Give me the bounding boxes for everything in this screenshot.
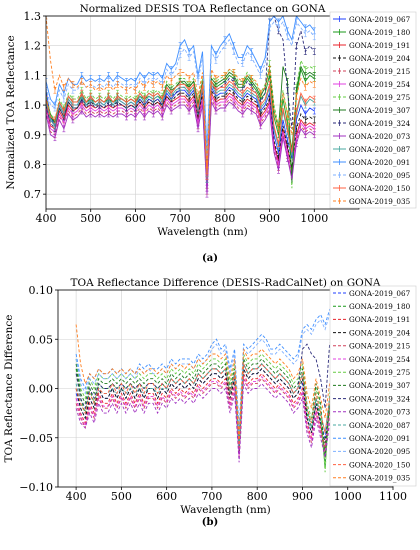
legend-entry: GONA-2019_307 [349,106,411,115]
x-tick-label: 500 [80,212,101,225]
series-group [75,299,349,473]
series-group [46,16,316,198]
legend-entry: GONA-2019_035 [349,197,411,206]
x-tick-label: 1100 [379,490,407,503]
x-tick-label: 700 [201,490,222,503]
legend-entry: GONA-2020_073 [349,408,411,417]
x-axis-label: Wavelength (nm) [157,226,248,238]
y-tick-label: −0.10 [19,481,53,494]
series-line-GONA-2020_091 [75,303,349,428]
chart-title: Normalized DESIS TOA Reflectance on GONA [80,3,326,15]
caption-b: (b) [201,517,219,528]
y-tick-label: 0.10 [29,284,54,297]
series-line-GONA-2019_324 [75,333,349,448]
series-line-GONA-2019_035 [75,324,349,438]
x-tick-label: 1000 [300,212,328,225]
caption-a: (a) [202,253,218,264]
x-tick-label: 800 [214,212,235,225]
series-line-GONA-2020_073 [75,382,349,463]
y-tick-label: 1.2 [24,40,42,53]
legend-entry: GONA-2019_275 [349,368,411,377]
series-line-GONA-2019_275 [75,353,349,473]
legend-entry: GONA-2020_091 [349,158,410,167]
y-tick-label: −0.05 [19,432,53,445]
y-tick-label: 0.9 [24,129,42,142]
legend-entry: GONA-2019_204 [349,328,411,337]
legend-entry: GONA-2019_067 [349,289,411,298]
x-tick-label: 600 [156,490,177,503]
series-line-GONA-2020_095 [75,299,349,433]
legend-entry: GONA-2019_180 [349,28,411,37]
x-tick-label: 600 [125,212,146,225]
chart-title: TOA Reflectance Difference (DESIS-RadCal… [71,277,381,289]
series-line-GONA-2019_254 [75,376,349,456]
y-axis-label: Normalized TOA Reflectance [5,35,17,189]
legend-entry: GONA-2020_150 [349,460,411,469]
legend: GONA-2019_067 GONA-2019_180 GONA-2019_191 G… [329,11,417,209]
legend-entry: GONA-2020_087 [349,145,411,154]
figure-b: 400 500 600 700 800 900 1000 1100 −0.10 −0.05 0.00… [0,275,420,550]
x-tick-label: 500 [111,490,132,503]
legend-entry: GONA-2019_254 [349,80,411,89]
legend-entry: GONA-2019_067 [349,15,411,24]
legend-entry: GONA-2019_035 [349,474,411,483]
y-tick-label: 0.00 [29,383,54,396]
legend-entry: GONA-2019_324 [349,394,411,403]
legend-entry: GONA-2020_095 [349,447,411,456]
legend-entry: GONA-2019_324 [349,119,411,128]
legend-entry: GONA-2020_095 [349,171,411,180]
series-line-GONA-2019_307 [75,358,349,458]
y-tick-label: 1.1 [24,69,42,82]
legend-entry: GONA-2019_215 [349,342,411,351]
legend-entry: GONA-2019_307 [349,381,411,390]
x-tick-label: 800 [247,490,268,503]
legend-entry: GONA-2019_191 [349,315,410,324]
x-tick-label: 1000 [334,490,362,503]
x-tick-label: 400 [66,490,87,503]
x-tick-label: 700 [170,212,191,225]
y-tick-label: 0.8 [24,158,42,171]
legend-entry: GONA-2019_215 [349,67,411,76]
series-line-GONA-2019_204 [75,368,349,453]
series-line-GONA-2019_191 [75,373,349,458]
chart-toa-reflectance-difference: 400 500 600 700 800 900 1000 1100 −0.10 −0.05 0.00… [3,277,417,515]
chart-normalized-toa-reflectance: 400 500 600 700 800 900 1000 0.7 0.8 0.9 1.0 1.1 1.2… [5,3,417,238]
legend-entry: GONA-2019_191 [349,41,410,50]
series-line-GONA-2020_150 [75,363,349,448]
legend-entry: GONA-2019_275 [349,93,411,102]
x-tick-label: 900 [259,212,280,225]
series-line-GONA-2020_087 [75,363,349,448]
legend-entry: GONA-2019_204 [349,54,411,63]
x-tick-label: 900 [292,490,313,503]
y-tick-label: 1.0 [24,99,42,112]
y-tick-label: 0.7 [24,188,42,201]
legend-entry: GONA-2019_254 [349,355,411,364]
legend: GONA-2019_067 GONA-2019_180 GONA-2019_191 G… [329,285,417,487]
legend-entry: GONA-2020_087 [349,421,411,430]
legend-entry: GONA-2019_180 [349,302,411,311]
legend-entry: GONA-2020_091 [349,434,410,443]
legend-entry: GONA-2020_073 [349,132,411,141]
x-tick-label: 400 [36,212,57,225]
legend-entry: GONA-2020_150 [349,184,411,193]
figure-a: 400 500 600 700 800 900 1000 0.7 0.8 0.9 1.0 1.1 1.2… [5,3,417,238]
y-tick-label: 0.05 [29,333,54,346]
x-axis-label: Wavelength (nm) [180,504,271,515]
y-tick-label: 1.3 [24,10,42,23]
y-axis-label: TOA Reflectance Difference [3,315,15,463]
